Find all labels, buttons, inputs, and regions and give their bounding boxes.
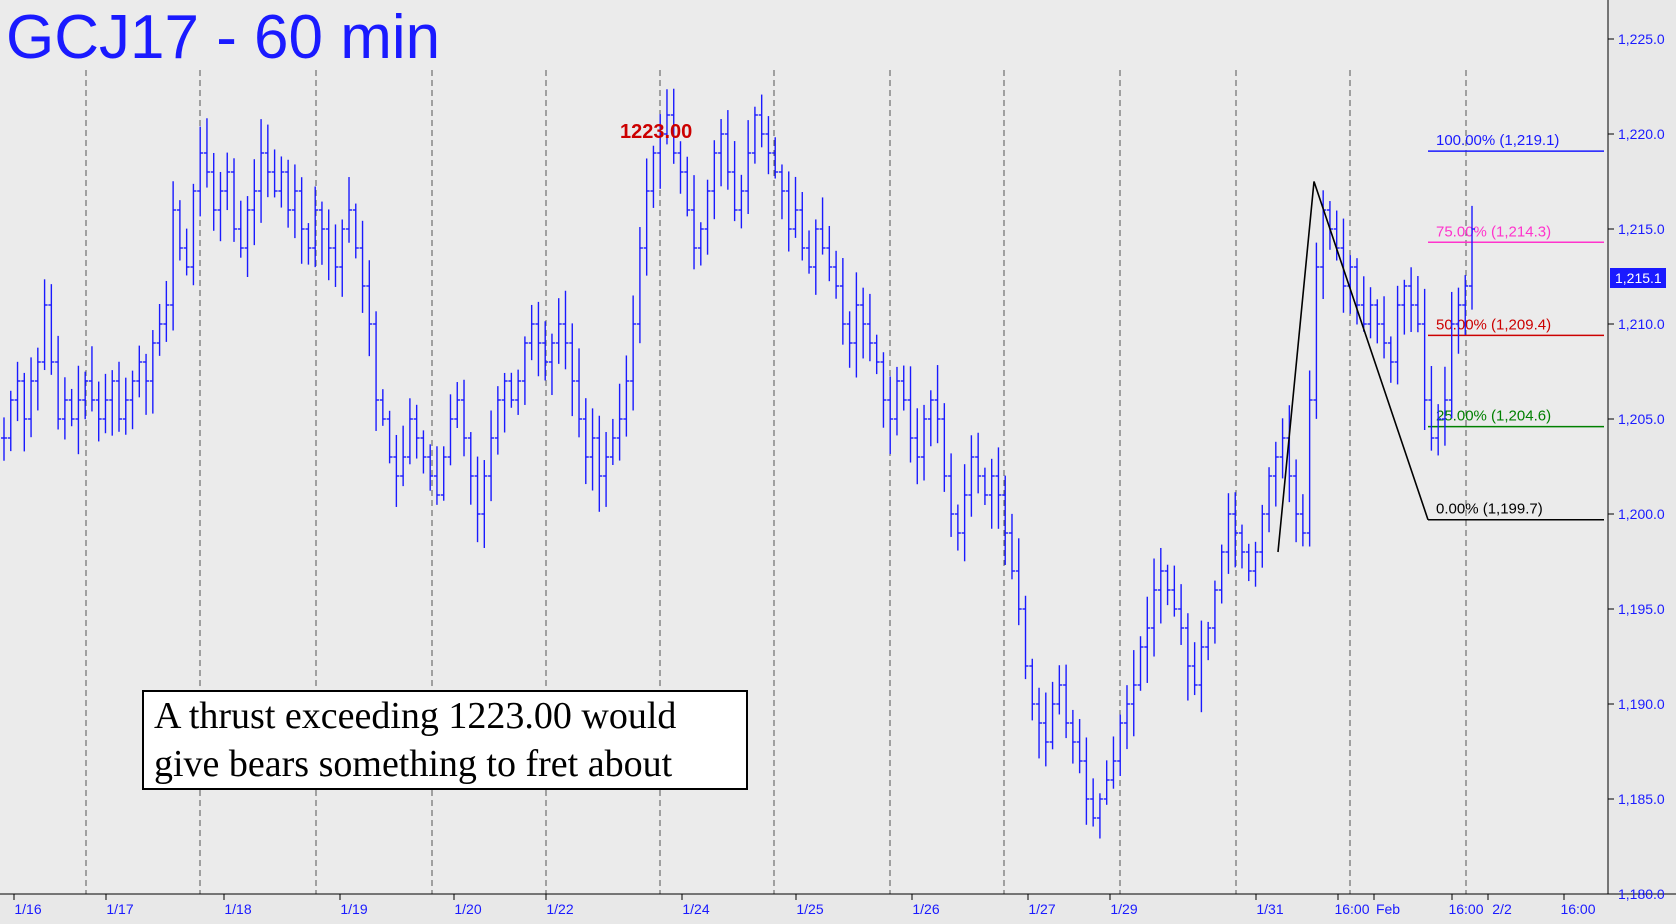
fib-level-label: 100.00% (1,219.1) xyxy=(1436,132,1559,149)
x-tick-label: 1/26 xyxy=(912,901,939,917)
y-tick-label: 1,220.0 xyxy=(1618,126,1665,142)
annotation-line-2: give bears something to fret about xyxy=(154,743,673,785)
current-price-label: 1,215.1 xyxy=(1615,270,1662,286)
chart-title: GCJ17 - 60 min xyxy=(6,3,440,72)
current-price-badge: 1,215.1 xyxy=(1610,268,1666,288)
x-tick-label: Feb xyxy=(1376,901,1400,917)
x-tick-label: 16:00 xyxy=(1334,901,1369,917)
fib-level-label: 25.00% (1,204.6) xyxy=(1436,408,1551,425)
vertical-gridlines xyxy=(85,70,1467,894)
fib-level-label: 0.00% (1,199.7) xyxy=(1436,501,1543,518)
y-tick-label: 1,190.0 xyxy=(1618,696,1665,712)
y-tick-label: 1,215.0 xyxy=(1618,221,1665,237)
x-tick-label: 1/18 xyxy=(224,901,251,917)
y-tick-label: 1,200.0 xyxy=(1618,506,1665,522)
x-tick-label: 16:00 xyxy=(1560,901,1595,917)
x-tick-label: 1/24 xyxy=(682,901,709,917)
x-axis: 1/16 1/17 1/18 1/19 1/20 1/22 1/24 1/25 1/26 1/27… xyxy=(13,894,1596,917)
y-tick-label: 1,210.0 xyxy=(1618,316,1665,332)
annotation-box: A thrust exceeding 1223.00 would give be… xyxy=(142,690,748,790)
y-axis: 1,225.0 1,220.0 1,215.0 1,210.0 1,205.0 1,200… xyxy=(1608,31,1665,902)
y-tick-label: 1,195.0 xyxy=(1618,601,1665,617)
x-tick-label: 1/20 xyxy=(454,901,481,917)
y-tick-label: 1,180.0 xyxy=(1618,886,1665,902)
x-tick-label: 1/19 xyxy=(340,901,367,917)
x-tick-label: 16:00 xyxy=(1448,901,1483,917)
price-bars xyxy=(1,88,1475,839)
x-tick-label: 1/29 xyxy=(1110,901,1137,917)
swing-line xyxy=(1277,181,1429,553)
peak-label: 1223.00 xyxy=(620,121,692,143)
y-tick-label: 1,185.0 xyxy=(1618,791,1665,807)
fib-level-label: 75.00% (1,214.3) xyxy=(1436,223,1551,240)
fibonacci-levels: 100.00% (1,219.1) 75.00% (1,214.3) 50.00% … xyxy=(1428,132,1604,521)
y-tick-label: 1,205.0 xyxy=(1618,411,1665,427)
x-tick-label: 1/17 xyxy=(106,901,133,917)
fib-level-label: 50.00% (1,209.4) xyxy=(1436,316,1551,333)
x-tick-label: 1/16 xyxy=(14,901,41,917)
annotation-line-1: A thrust exceeding 1223.00 would xyxy=(154,695,677,737)
current-price-box xyxy=(1610,268,1666,288)
x-tick-label: 1/25 xyxy=(796,901,823,917)
x-tick-label: 1/22 xyxy=(546,901,573,917)
y-tick-label: 1,225.0 xyxy=(1618,31,1665,47)
x-tick-label: 2/2 xyxy=(1492,901,1512,917)
x-tick-label: 1/31 xyxy=(1256,901,1283,917)
x-tick-label: 1/27 xyxy=(1028,901,1055,917)
